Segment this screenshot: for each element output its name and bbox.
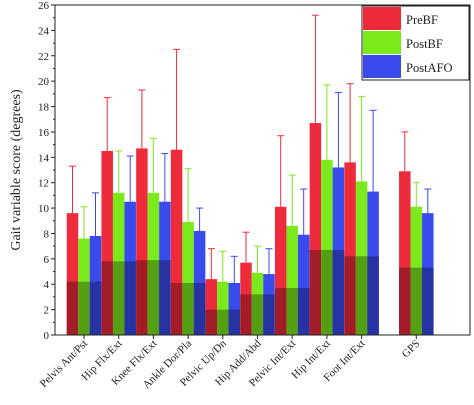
bar-inner-PreBF-2 <box>136 260 148 335</box>
y-tick-label-20: 20 <box>38 76 50 88</box>
y-tick-label-26: 26 <box>38 0 50 12</box>
bar-inner-PreBF-9 <box>399 267 411 335</box>
legend: PreBF PostBF PostAFO <box>361 5 470 81</box>
bar-inner-PostAFO-7 <box>332 249 345 335</box>
x-tick-label-0: Pelvis Ant/Pst <box>38 338 90 390</box>
bar-inner-PostBF-4 <box>217 309 229 335</box>
legend-label-PostBF: PostBF <box>406 37 443 51</box>
bar-inner-PostAFO-3 <box>193 282 206 335</box>
bar-PreBF-6 <box>274 206 287 335</box>
legend-swatch-PostAFO <box>363 55 401 78</box>
bar-inner-PostBF-7 <box>321 249 333 335</box>
bar-inner-PreBF-7 <box>309 249 322 335</box>
y-tick-label-10: 10 <box>38 203 50 215</box>
y-tick-label-2: 2 <box>44 305 50 317</box>
y-tick-label-4: 4 <box>44 279 50 291</box>
bar-inner-PreBF-4 <box>205 309 218 335</box>
bar-inner-PreBF-3 <box>170 282 183 335</box>
bar-inner-PostAFO-4 <box>228 309 241 335</box>
bar-PostBF-4 <box>217 281 229 335</box>
legend-label-PostAFO: PostAFO <box>406 61 453 75</box>
y-tick-label-14: 14 <box>38 152 50 164</box>
bar-PreBF-1 <box>101 150 113 335</box>
y-axis-title: Gait variable score (degrees) <box>9 89 24 251</box>
legend-swatch-PreBF <box>363 7 401 30</box>
bar-inner-PostBF-6 <box>286 288 298 335</box>
legend-swatch-PostBF <box>363 31 401 54</box>
bar-PostAFO-4 <box>228 282 241 335</box>
bar-inner-PostBF-2 <box>147 260 160 335</box>
bar-PostBF-6 <box>286 225 298 335</box>
y-tick-label-8: 8 <box>44 228 50 240</box>
bar-inner-PostAFO-2 <box>159 260 171 335</box>
bar-inner-PostAFO-0 <box>89 281 102 335</box>
bar-inner-PostAFO-6 <box>297 288 310 335</box>
bars-layer <box>66 123 434 336</box>
x-tick-label-9: GPS <box>400 338 423 361</box>
bar-inner-PreBF-6 <box>274 288 287 335</box>
bar-inner-PostAFO-5 <box>263 294 275 335</box>
y-tick-label-18: 18 <box>38 102 50 114</box>
bar-inner-PreBF-1 <box>101 261 113 335</box>
bar-inner-PostAFO-8 <box>367 256 379 335</box>
bar-PreBF-9 <box>399 171 411 335</box>
bar-inner-PreBF-5 <box>240 294 252 335</box>
bar-PostBF-3 <box>182 222 194 335</box>
bar-PreBF-2 <box>136 148 148 335</box>
y-tick-label-22: 22 <box>38 51 49 63</box>
y-tick-label-6: 6 <box>44 254 50 266</box>
bar-PreBF-7 <box>309 123 322 336</box>
y-tick-label-0: 0 <box>44 330 50 342</box>
y-tick-label-24: 24 <box>38 25 50 37</box>
bar-PreBF-4 <box>205 279 218 335</box>
bar-PostAFO-6 <box>297 234 310 335</box>
bar-inner-PostBF-5 <box>251 294 264 335</box>
bar-inner-PostBF-9 <box>410 267 423 335</box>
bar-inner-PostAFO-1 <box>124 261 136 335</box>
bar-inner-PostBF-1 <box>112 261 125 335</box>
error-bars-layer <box>69 14 432 283</box>
bar-inner-PostBF-3 <box>182 282 194 335</box>
bar-inner-PostAFO-9 <box>422 267 434 335</box>
bar-inner-PreBF-0 <box>66 281 79 335</box>
y-tick-label-12: 12 <box>38 178 49 190</box>
bar-inner-PostBF-0 <box>78 281 90 335</box>
bar-PostBF-7 <box>321 159 333 335</box>
legend-label-PreBF: PreBF <box>406 13 438 27</box>
bar-inner-PreBF-8 <box>344 256 356 335</box>
y-tick-label-16: 16 <box>38 127 50 139</box>
bar-PreBF-3 <box>170 149 183 335</box>
bar-PreBF-8 <box>344 162 356 335</box>
bar-inner-PostBF-8 <box>355 256 368 335</box>
bar-PreBF-0 <box>66 213 79 335</box>
